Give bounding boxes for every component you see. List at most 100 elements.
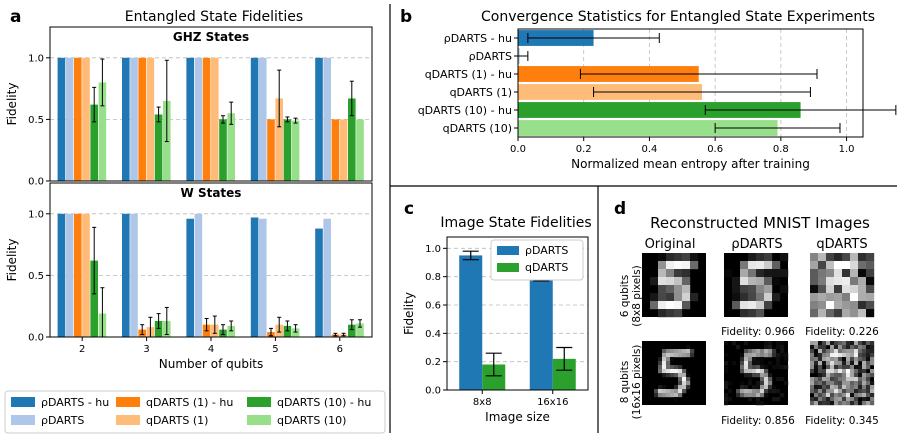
convergence-entropy-chart: ρDARTS - hu ρDARTS qDARTS (1) - hu qDARTS (… — [418, 28, 897, 171]
image-pixel — [768, 349, 773, 354]
image-pixel — [858, 301, 867, 310]
image-pixel — [838, 369, 843, 374]
row2-label-qubits: 8 qubits — [619, 361, 631, 404]
image-pixel — [662, 361, 667, 366]
image-pixel — [748, 373, 753, 378]
fidelity-q-8x8: Fidelity: 0.226 — [805, 326, 879, 338]
bar — [65, 57, 74, 181]
image-pixel — [764, 341, 769, 346]
image-pixel — [776, 341, 781, 346]
image-pixel — [838, 361, 843, 366]
axes-frame — [446, 236, 589, 391]
image-pixel — [834, 345, 839, 350]
image-pixel — [842, 357, 847, 362]
image-pixel — [854, 373, 859, 378]
image-pixel — [682, 377, 687, 382]
image-pixel — [686, 381, 691, 386]
image-pixel — [814, 381, 819, 386]
x-tick-label: 5 — [272, 344, 278, 355]
bar — [154, 320, 163, 337]
image-pixel — [686, 349, 691, 354]
y-tick-label: qDARTS (10) — [443, 122, 512, 135]
image-pixel — [830, 381, 835, 386]
image-pixel — [866, 389, 871, 394]
image-pixel — [830, 385, 835, 390]
subplot-title: GHZ States — [173, 30, 249, 44]
image-pixel — [772, 365, 777, 370]
legend-swatch — [247, 397, 271, 407]
x-axis-label: Image size — [485, 410, 550, 424]
image-pixel — [678, 353, 683, 358]
image-pixel — [666, 261, 675, 270]
image-pixel — [772, 261, 781, 270]
legend-swatch — [116, 415, 140, 425]
image-pixel — [846, 345, 851, 350]
image-pixel — [768, 353, 773, 358]
image-pixel — [756, 393, 761, 398]
panel-a-title: Entangled State Fidelities — [125, 9, 303, 25]
image-pixel — [748, 277, 757, 286]
bar — [130, 57, 138, 181]
bar — [211, 57, 219, 181]
image-pixel — [670, 373, 675, 378]
image-pixel — [772, 277, 781, 286]
image-pixel — [744, 349, 749, 354]
image-pixel — [826, 373, 831, 378]
image-pixel — [724, 381, 729, 386]
image-pixel — [756, 365, 761, 370]
image-pixel — [862, 389, 867, 394]
image-pixel — [764, 365, 769, 370]
column-rhodarts: ρDARTS — [731, 237, 782, 252]
row2-label-pixels: (16x16 pixels) — [631, 345, 643, 420]
image-pixel — [834, 253, 843, 262]
image-pixel — [764, 377, 769, 382]
image-pixel — [760, 373, 765, 378]
image-pixel — [814, 361, 819, 366]
image-pixel — [724, 401, 729, 406]
image-pixel — [740, 285, 749, 294]
image-pixel — [682, 349, 687, 354]
image-pixel — [666, 373, 671, 378]
image-pixel — [842, 277, 851, 286]
image-pixel — [784, 357, 789, 362]
y-tick-label: 0.0 — [425, 386, 441, 397]
image-pixel — [822, 389, 827, 394]
image-pixel — [818, 269, 827, 278]
image-pixel — [772, 349, 777, 354]
fidelity-rho-16x16: Fidelity: 0.856 — [721, 415, 795, 427]
image-pixel — [686, 353, 691, 358]
image-pixel — [682, 293, 691, 302]
image-pixel — [784, 365, 789, 370]
bar — [186, 218, 194, 337]
panel-c-title: Image State Fidelities — [440, 215, 591, 231]
image-pixel — [870, 373, 875, 378]
image-pixel — [842, 373, 847, 378]
image-pixel — [870, 389, 875, 394]
image-pixel — [854, 377, 859, 382]
fidelity-rho-8x8: Fidelity: 0.966 — [721, 326, 795, 338]
image-pixel — [846, 393, 851, 398]
panel-label-c: c — [404, 199, 414, 219]
image-pixel — [862, 357, 867, 362]
image-pixel — [810, 309, 819, 318]
image-pixel — [682, 389, 687, 394]
image-pixel — [822, 397, 827, 402]
image-pixel — [658, 309, 667, 318]
image-pixel — [866, 301, 875, 310]
image-pixel — [826, 253, 835, 262]
image-pixel — [810, 361, 815, 366]
image-pixel — [764, 261, 773, 270]
image-pixel — [834, 365, 839, 370]
image-pixel — [866, 261, 875, 270]
legend-label: qDARTS — [525, 261, 568, 274]
image-pixel — [834, 377, 839, 382]
image-pixel — [690, 293, 699, 302]
image-pixel — [744, 341, 749, 346]
image-pixel — [810, 385, 815, 390]
image-pixel — [846, 357, 851, 362]
image-pixel — [740, 309, 749, 318]
image-pixel — [818, 349, 823, 354]
image-pixel — [740, 385, 745, 390]
image-pixel — [818, 385, 823, 390]
